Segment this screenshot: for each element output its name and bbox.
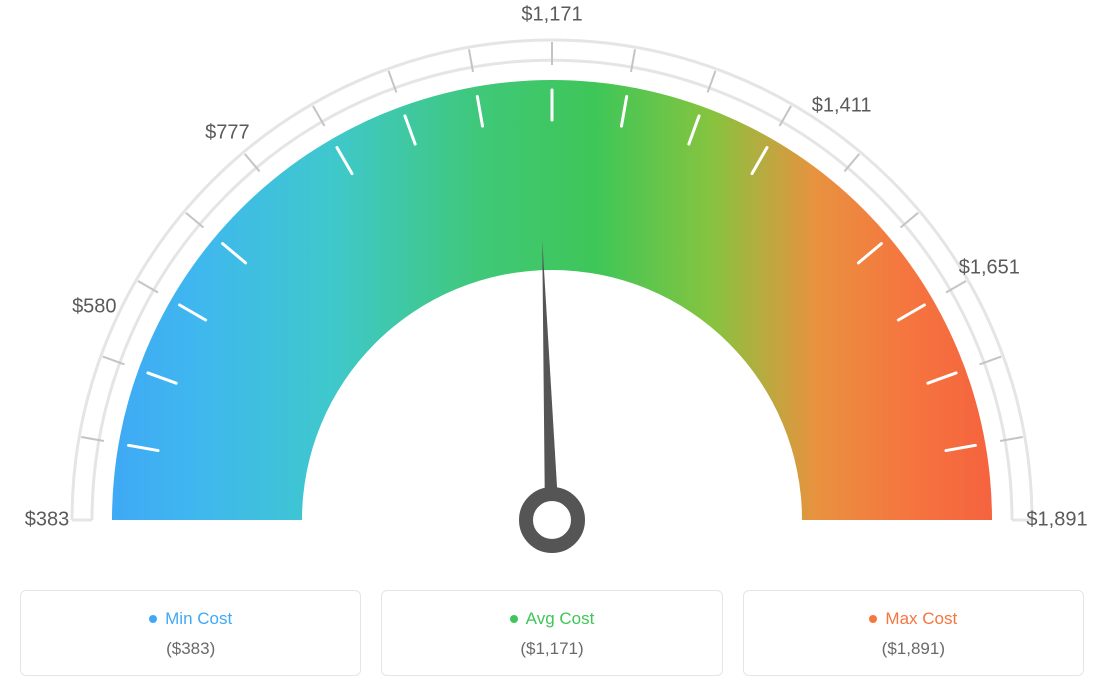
legend-max-label: Max Cost (885, 609, 957, 629)
scale-label: $1,651 (959, 256, 1020, 279)
scale-label: $580 (72, 295, 117, 318)
scale-label: $777 (205, 122, 250, 145)
dot-max-icon (869, 615, 877, 623)
dot-avg-icon (510, 615, 518, 623)
legend-min-value: ($383) (31, 639, 350, 659)
legend-max-value: ($1,891) (754, 639, 1073, 659)
legend-card-min: Min Cost ($383) (20, 590, 361, 676)
scale-label: $1,171 (521, 4, 582, 27)
legend-avg-value: ($1,171) (392, 639, 711, 659)
legend-avg-heading: Avg Cost (392, 609, 711, 629)
gauge-chart: $383 $580 $777 $1,171 $1,411 $1,651 $1,891 (0, 0, 1104, 580)
legend-min-label: Min Cost (165, 609, 232, 629)
legend-card-max: Max Cost ($1,891) (743, 590, 1084, 676)
legend-max-heading: Max Cost (754, 609, 1073, 629)
legend-min-heading: Min Cost (31, 609, 350, 629)
legend-avg-label: Avg Cost (526, 609, 595, 629)
scale-label: $1,891 (1026, 509, 1087, 532)
scale-label: $383 (25, 509, 70, 532)
dot-min-icon (149, 615, 157, 623)
gauge-svg (0, 0, 1104, 580)
scale-label: $1,411 (812, 95, 872, 118)
legend-card-avg: Avg Cost ($1,171) (381, 590, 722, 676)
legend-row: Min Cost ($383) Avg Cost ($1,171) Max Co… (0, 590, 1104, 676)
